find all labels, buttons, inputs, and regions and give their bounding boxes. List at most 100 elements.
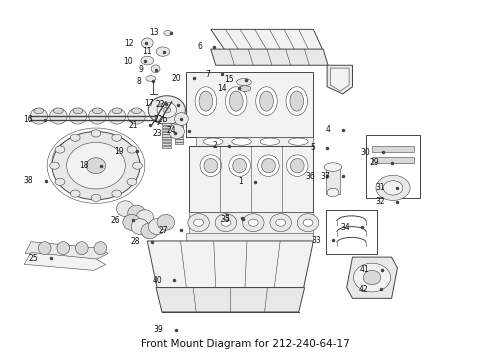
Ellipse shape xyxy=(262,158,275,173)
Text: 27: 27 xyxy=(159,226,168,235)
Polygon shape xyxy=(327,65,352,94)
Ellipse shape xyxy=(38,242,51,255)
Text: 28: 28 xyxy=(130,237,140,246)
Text: 7: 7 xyxy=(205,70,210,79)
Ellipse shape xyxy=(69,108,87,124)
Text: 40: 40 xyxy=(152,276,162,285)
Text: 13: 13 xyxy=(149,28,159,37)
Polygon shape xyxy=(147,241,314,288)
Text: 38: 38 xyxy=(24,176,33,185)
Text: 15: 15 xyxy=(224,75,234,84)
Bar xyxy=(174,134,183,136)
Ellipse shape xyxy=(276,219,286,226)
Ellipse shape xyxy=(291,158,304,173)
Polygon shape xyxy=(25,242,108,260)
Bar xyxy=(162,132,171,134)
Ellipse shape xyxy=(128,205,146,221)
Ellipse shape xyxy=(127,146,137,153)
Ellipse shape xyxy=(324,163,342,171)
Bar xyxy=(162,126,171,128)
Polygon shape xyxy=(346,257,397,298)
Ellipse shape xyxy=(169,125,184,139)
Ellipse shape xyxy=(157,102,176,118)
Polygon shape xyxy=(196,137,314,146)
Ellipse shape xyxy=(383,181,403,195)
Ellipse shape xyxy=(91,194,101,202)
Bar xyxy=(174,142,183,144)
Ellipse shape xyxy=(67,142,125,189)
Text: 26: 26 xyxy=(111,216,121,225)
Ellipse shape xyxy=(163,107,171,113)
Ellipse shape xyxy=(86,158,106,174)
Ellipse shape xyxy=(141,56,154,65)
Ellipse shape xyxy=(49,108,67,124)
Text: 30: 30 xyxy=(361,148,370,157)
Text: 6: 6 xyxy=(197,42,202,51)
Text: 33: 33 xyxy=(311,236,321,245)
Text: 3: 3 xyxy=(224,214,229,223)
Ellipse shape xyxy=(258,155,279,176)
Ellipse shape xyxy=(112,134,122,141)
Bar xyxy=(162,146,171,148)
Ellipse shape xyxy=(248,219,258,226)
Ellipse shape xyxy=(327,188,339,197)
Bar xyxy=(162,134,171,136)
Text: 35: 35 xyxy=(220,215,230,224)
Text: 14: 14 xyxy=(217,84,227,93)
Text: 29: 29 xyxy=(370,158,379,167)
Ellipse shape xyxy=(199,91,213,111)
Ellipse shape xyxy=(93,108,102,114)
Bar xyxy=(174,139,183,141)
Ellipse shape xyxy=(287,155,308,176)
Text: 34: 34 xyxy=(340,223,350,232)
Ellipse shape xyxy=(128,108,146,124)
Bar xyxy=(372,145,414,152)
Ellipse shape xyxy=(232,138,251,145)
Bar xyxy=(174,128,183,130)
Text: 8: 8 xyxy=(136,77,141,86)
Ellipse shape xyxy=(57,242,70,255)
Ellipse shape xyxy=(71,134,80,141)
Ellipse shape xyxy=(243,214,264,231)
Ellipse shape xyxy=(142,38,153,48)
Ellipse shape xyxy=(133,162,143,169)
Ellipse shape xyxy=(200,155,221,176)
Ellipse shape xyxy=(221,219,231,226)
Ellipse shape xyxy=(297,214,319,231)
Ellipse shape xyxy=(123,215,141,230)
Ellipse shape xyxy=(363,270,381,285)
Ellipse shape xyxy=(108,108,126,124)
Text: 42: 42 xyxy=(359,285,368,294)
Bar xyxy=(326,211,377,253)
Ellipse shape xyxy=(52,132,140,200)
Ellipse shape xyxy=(225,87,247,116)
Ellipse shape xyxy=(30,108,48,124)
Ellipse shape xyxy=(34,108,44,114)
Text: 22b: 22b xyxy=(154,114,168,123)
Ellipse shape xyxy=(289,138,308,145)
Bar xyxy=(366,135,420,198)
Ellipse shape xyxy=(270,214,292,231)
Ellipse shape xyxy=(112,190,122,197)
Ellipse shape xyxy=(132,108,142,114)
Ellipse shape xyxy=(112,108,122,114)
Ellipse shape xyxy=(151,65,160,73)
Text: 12: 12 xyxy=(124,39,134,48)
Ellipse shape xyxy=(256,87,277,116)
Polygon shape xyxy=(211,49,328,65)
Text: 17: 17 xyxy=(144,99,154,108)
Ellipse shape xyxy=(73,108,83,114)
Ellipse shape xyxy=(188,214,209,231)
Polygon shape xyxy=(211,30,323,51)
Text: 32: 32 xyxy=(376,197,385,206)
Polygon shape xyxy=(156,288,305,312)
Text: 36: 36 xyxy=(305,172,315,181)
Text: 5: 5 xyxy=(310,143,315,152)
Ellipse shape xyxy=(136,210,154,226)
Polygon shape xyxy=(186,233,314,241)
Ellipse shape xyxy=(290,91,304,111)
Bar xyxy=(174,136,183,139)
Text: 21: 21 xyxy=(128,121,138,130)
Polygon shape xyxy=(189,212,314,234)
Ellipse shape xyxy=(71,190,80,197)
